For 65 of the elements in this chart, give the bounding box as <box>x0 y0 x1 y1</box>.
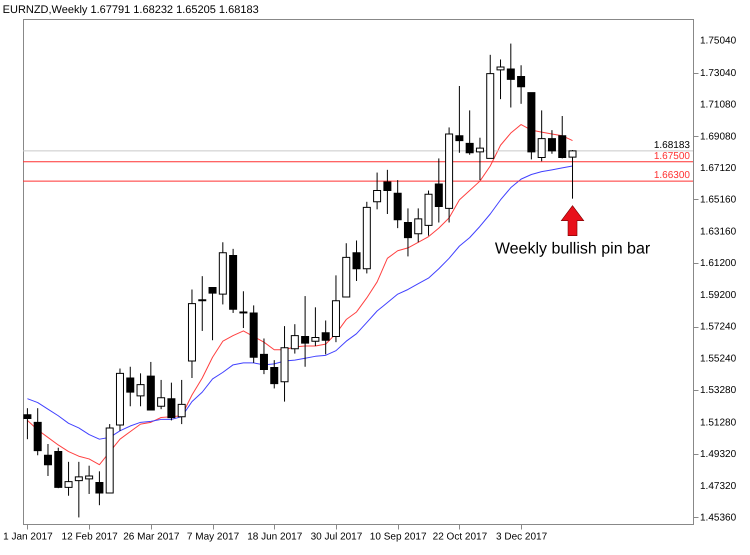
candlestick <box>496 58 505 100</box>
candlestick <box>126 366 134 407</box>
ref-line-label: 1.67500 <box>654 150 690 162</box>
y-tick-label: 1.63160 <box>700 226 737 238</box>
annotation: Weekly bullish pin bar <box>494 240 651 258</box>
x-tick-label: 22 Oct 2017 <box>432 532 488 542</box>
candlestick <box>517 64 526 104</box>
ref-line-label: 1.68183 <box>654 140 690 151</box>
candlestick <box>322 320 330 355</box>
candlestick <box>208 287 217 341</box>
candlestick <box>23 408 32 440</box>
x-tick-label: 26 Mar 2017 <box>123 532 180 542</box>
y-tick-label: 1.47320 <box>700 480 737 492</box>
candlestick <box>64 461 73 496</box>
y-tick-label: 1.75040 <box>700 36 737 47</box>
candlestick <box>414 208 422 243</box>
candlestick <box>178 379 186 425</box>
candlestick <box>239 290 248 329</box>
candlestick <box>74 461 83 518</box>
y-tick-label: 1.57240 <box>700 322 737 333</box>
y-tick-label: 1.73040 <box>700 68 737 79</box>
candlestick <box>311 306 320 347</box>
y-tick-label: 1.69080 <box>700 131 737 142</box>
candlestick <box>373 172 382 210</box>
y-tick-label: 1.53280 <box>700 385 737 396</box>
y-tick-label: 1.45360 <box>700 512 737 524</box>
candlestick <box>455 85 464 154</box>
candlestick <box>290 324 299 354</box>
x-tick-label: 10 Sep 2017 <box>370 532 427 542</box>
candlestick <box>95 470 104 506</box>
y-tick-label: 1.65160 <box>700 194 737 206</box>
y-tick-label: 1.49320 <box>700 448 737 460</box>
y-tick-label: 1.51280 <box>700 417 737 428</box>
x-tick-label: 1 Jan 2017 <box>3 532 54 542</box>
y-tick-label: 1.61200 <box>700 258 737 269</box>
candlestick <box>568 150 577 200</box>
candlestick <box>538 110 546 162</box>
y-tick-label: 1.71080 <box>700 99 737 110</box>
candlestick <box>167 382 176 421</box>
candlestick <box>301 296 310 368</box>
x-tick-label: 12 Feb 2017 <box>62 532 118 542</box>
candlestick <box>352 240 361 282</box>
candlestick <box>157 379 166 410</box>
x-tick-label: 3 Dec 2017 <box>496 532 548 542</box>
x-tick-label: 18 Jun 2017 <box>247 532 303 542</box>
candlestick <box>434 158 443 224</box>
candlestick <box>548 130 556 154</box>
candlestick <box>136 372 145 407</box>
candlestick <box>44 444 52 476</box>
candlestick <box>85 465 94 494</box>
x-tick-label: 7 May 2017 <box>186 532 240 542</box>
candlestick <box>404 208 412 257</box>
candlestick <box>270 360 278 389</box>
candlestick <box>506 43 515 108</box>
candlestick <box>476 137 484 181</box>
y-tick-label: 1.55240 <box>700 354 737 365</box>
x-tick-label: 30 Jul 2017 <box>310 532 363 542</box>
candlestick <box>383 169 392 214</box>
candlestick <box>466 110 474 156</box>
ref-line-label: 1.66300 <box>654 170 690 182</box>
y-tick-label: 1.59200 <box>700 290 737 302</box>
chart-title: EURNZD,Weekly 1.67791 1.68232 1.65205 1.68183 <box>2 4 259 16</box>
candlestick <box>558 116 566 159</box>
y-tick-label: 1.67120 <box>700 162 737 174</box>
candlestick <box>260 338 268 375</box>
